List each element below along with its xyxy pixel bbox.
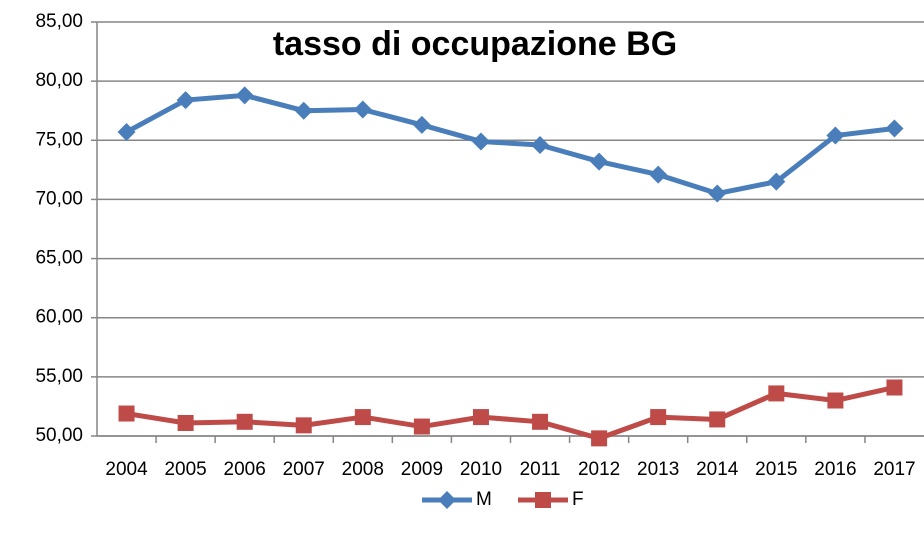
x-tick-label: 2005 — [164, 459, 206, 480]
point-marker — [709, 411, 726, 428]
series-line — [126, 385, 896, 441]
y-tick-label: 55,00 — [35, 366, 83, 387]
point-marker — [768, 385, 785, 402]
legend-marker — [535, 492, 551, 508]
x-tick-label: 2004 — [105, 459, 148, 480]
point-marker — [412, 115, 431, 134]
y-tick-label: 75,00 — [35, 129, 83, 150]
point-marker — [118, 405, 135, 422]
point-marker — [532, 413, 549, 430]
x-tick-label: 2008 — [342, 459, 384, 480]
point-marker — [591, 430, 608, 447]
y-tick-label: 60,00 — [35, 307, 83, 328]
point-marker — [827, 392, 844, 409]
x-tick-label: 2013 — [637, 459, 679, 480]
legend-label: M — [476, 489, 492, 510]
point-marker — [767, 172, 786, 191]
point-marker — [708, 184, 727, 203]
point-marker — [531, 136, 550, 155]
x-tick-label: 2017 — [873, 459, 915, 480]
point-marker — [294, 101, 313, 120]
point-marker — [177, 414, 194, 431]
legend-marker — [438, 491, 456, 509]
legend-label: F — [572, 489, 584, 510]
series-line — [125, 92, 895, 197]
x-tick-label: 2006 — [224, 459, 266, 480]
point-marker — [354, 409, 371, 426]
point-marker — [885, 119, 904, 138]
x-tick-label: 2009 — [401, 459, 443, 480]
point-marker — [649, 165, 668, 184]
y-tick-label: 85,00 — [35, 11, 83, 32]
x-tick-label: 2015 — [755, 459, 797, 480]
x-tick-label: 2007 — [283, 459, 325, 480]
point-marker — [176, 91, 195, 110]
y-tick-label: 80,00 — [35, 70, 83, 91]
point-marker — [235, 86, 254, 105]
chart-title: tasso di occupazione BG — [273, 25, 677, 63]
point-marker — [117, 123, 136, 142]
point-marker — [353, 100, 372, 119]
x-tick-label: 2011 — [520, 459, 561, 480]
point-marker — [472, 409, 489, 426]
x-tick-label: 2016 — [814, 459, 856, 480]
x-tick-label: 2014 — [696, 459, 739, 480]
point-marker — [413, 418, 430, 435]
x-tick-label: 2012 — [578, 459, 620, 480]
y-tick-label: 50,00 — [35, 425, 83, 446]
point-marker — [650, 409, 667, 426]
point-marker — [471, 132, 490, 151]
point-marker — [295, 417, 312, 434]
x-tick-label: 2010 — [460, 459, 502, 480]
point-marker — [826, 126, 845, 145]
point-marker — [590, 152, 609, 171]
point-marker — [886, 379, 903, 396]
y-tick-label: 65,00 — [35, 248, 83, 269]
point-marker — [236, 413, 253, 430]
y-tick-label: 70,00 — [35, 188, 83, 209]
